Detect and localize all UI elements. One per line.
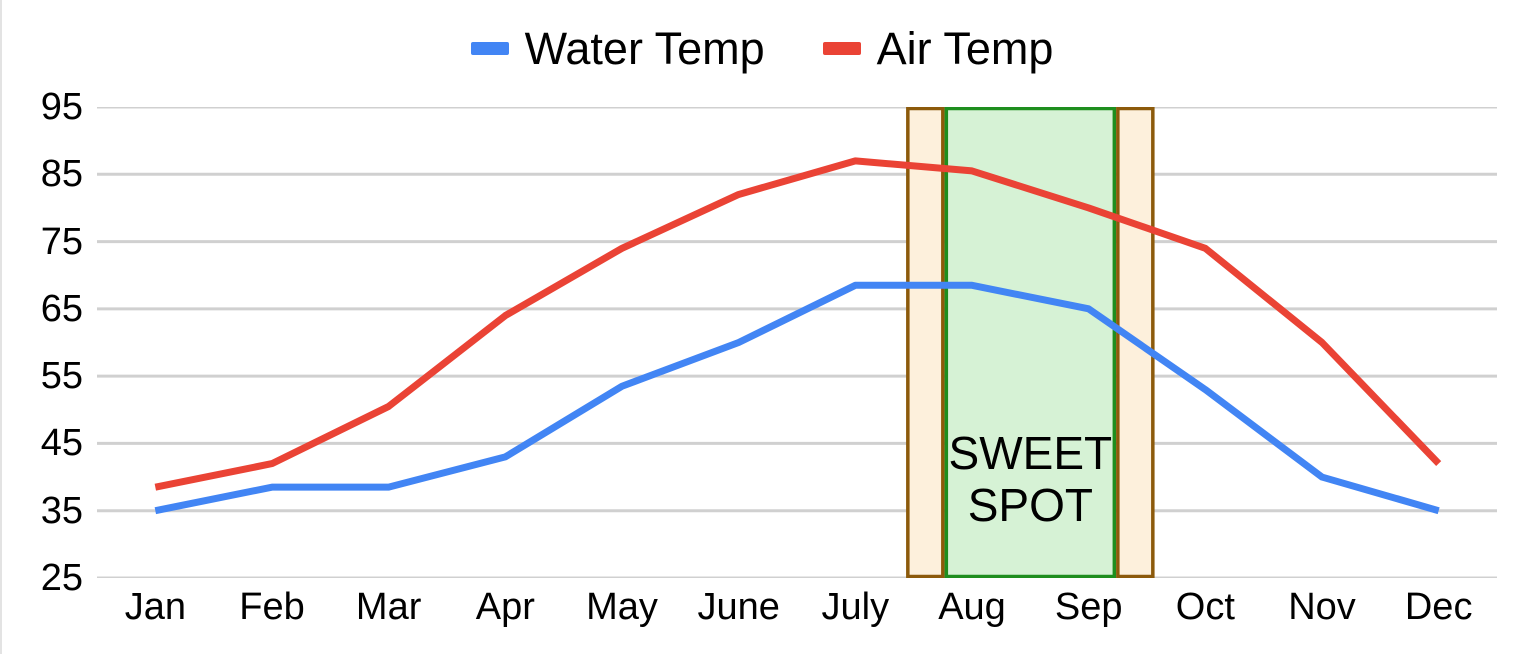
y-axis-tick-35: 35 [40, 489, 83, 532]
x-axis-tick-aug: Aug [938, 586, 1006, 628]
y-axis-tick-65: 65 [40, 287, 83, 330]
y-axis-tick-25: 25 [40, 557, 83, 599]
x-axis-tick-dec: Dec [1404, 586, 1473, 628]
x-axis-tick-jan: Jan [124, 586, 186, 628]
y-axis-tick-85: 85 [40, 153, 83, 196]
annotation-bands [906, 107, 1155, 578]
sweet-spot-band [944, 107, 1117, 578]
x-axis-tick-apr: Apr [475, 586, 535, 628]
y-axis-tick-45: 45 [40, 422, 83, 465]
x-axis-tick-june: June [697, 586, 780, 628]
data-series [154, 157, 1442, 515]
y-axis-tick-95: 95 [40, 86, 83, 128]
plot-svg [97, 107, 1497, 578]
x-axis-tick-feb: Feb [239, 586, 305, 628]
legend-label-water-temp: Water Temp [524, 22, 765, 74]
legend-item-water-temp[interactable]: Water Temp [470, 22, 765, 74]
series-line-water-temp [154, 281, 1440, 515]
y-axis-tick-55: 55 [40, 355, 83, 398]
chart-legend: Water Temp Air Temp [2, 20, 1520, 76]
x-axis-tick-sep: Sep [1054, 586, 1123, 628]
plot-area [97, 107, 1497, 578]
series-line-air-temp [154, 157, 1442, 491]
x-axis-tick-oct: Oct [1175, 586, 1235, 628]
x-axis-tick-may: May [586, 586, 658, 628]
x-axis-tick-nov: Nov [1288, 586, 1356, 628]
x-axis-tick-july: July [821, 586, 890, 628]
y-axis-tick-75: 75 [40, 220, 83, 263]
legend-item-air-temp[interactable]: Air Temp [822, 22, 1054, 74]
x-axis-tick-mar: Mar [355, 586, 422, 628]
legend-label-air-temp: Air Temp [876, 22, 1054, 74]
legend-swatch-air-temp [822, 41, 861, 55]
shoulder-band-left [906, 107, 945, 578]
legend-swatch-water-temp [470, 41, 509, 55]
